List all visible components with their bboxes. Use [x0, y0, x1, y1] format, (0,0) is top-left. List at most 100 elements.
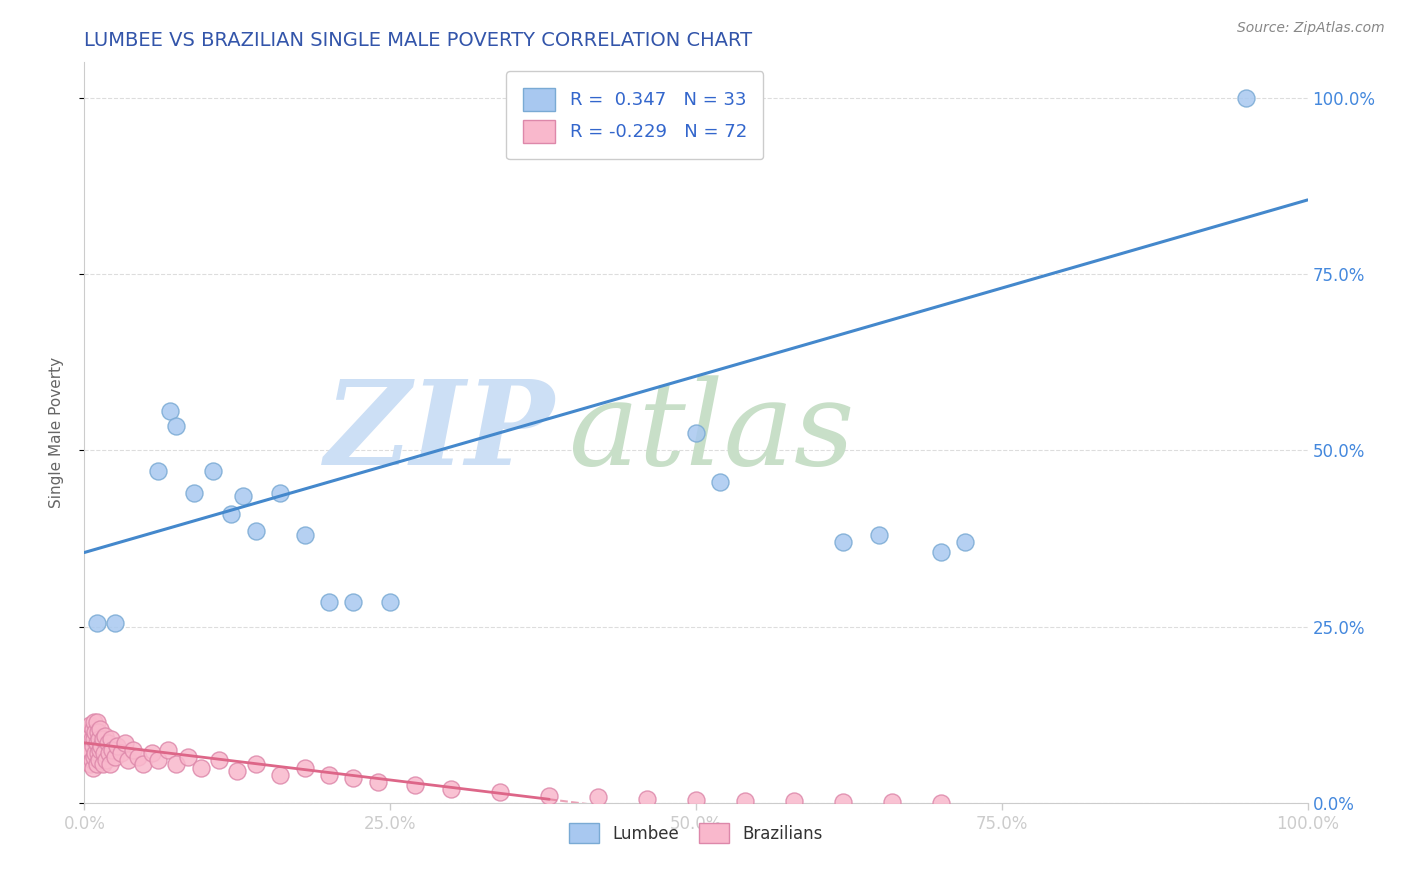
Point: [79, 743, 101, 757]
Point: [77, 725, 100, 739]
Legend: Lumbee, Brazilians: Lumbee, Brazilians: [562, 816, 830, 850]
Point: [104, 750, 127, 764]
Point: [77, 747, 100, 761]
Point: [90, 739, 112, 754]
Point: [83, 750, 105, 764]
Point: [831, 535, 853, 549]
Point: [93, 747, 115, 761]
Point: [91, 757, 114, 772]
Point: [132, 757, 155, 772]
Point: [245, 757, 267, 772]
Point: [101, 743, 124, 757]
Point: [636, 791, 658, 805]
Point: [80, 732, 103, 747]
Point: [177, 750, 200, 764]
Point: [294, 760, 316, 774]
Point: [83, 714, 105, 729]
Point: [84, 725, 107, 739]
Point: [146, 464, 169, 478]
Point: [87, 732, 110, 747]
Point: [82, 739, 104, 754]
Point: [117, 754, 139, 768]
Point: [105, 739, 128, 754]
Point: [127, 750, 149, 764]
Point: [141, 747, 163, 761]
Point: [122, 743, 145, 757]
Point: [77, 750, 100, 764]
Point: [342, 771, 364, 785]
Point: [79, 718, 101, 732]
Text: atlas: atlas: [568, 376, 853, 490]
Point: [98, 757, 121, 772]
Point: [86, 714, 108, 729]
Point: [91, 732, 114, 747]
Point: [440, 781, 463, 796]
Point: [294, 528, 316, 542]
Point: [96, 754, 118, 768]
Point: [104, 615, 127, 630]
Y-axis label: Single Male Poverty: Single Male Poverty: [49, 357, 63, 508]
Point: [783, 794, 806, 808]
Point: [380, 595, 402, 609]
Point: [114, 736, 136, 750]
Point: [245, 524, 267, 539]
Point: [190, 760, 212, 774]
Point: [82, 722, 104, 736]
Point: [82, 760, 104, 774]
Point: [159, 404, 181, 418]
Point: [831, 795, 853, 809]
Point: [84, 747, 107, 761]
Point: [208, 754, 231, 768]
Point: [97, 747, 120, 761]
Point: [89, 722, 111, 736]
Point: [586, 790, 609, 805]
Point: [367, 774, 389, 789]
Point: [86, 736, 108, 750]
Point: [83, 732, 105, 747]
Point: [89, 743, 111, 757]
Point: [183, 485, 205, 500]
Point: [76, 736, 98, 750]
Point: [318, 767, 340, 781]
Point: [110, 747, 132, 761]
Point: [929, 796, 952, 810]
Point: [538, 789, 561, 803]
Point: [97, 736, 120, 750]
Text: ZIP: ZIP: [325, 376, 555, 490]
Point: [404, 778, 426, 792]
Text: Source: ZipAtlas.com: Source: ZipAtlas.com: [1237, 21, 1385, 35]
Point: [79, 757, 101, 772]
Point: [165, 757, 187, 772]
Point: [269, 767, 291, 781]
Point: [685, 425, 707, 440]
Point: [94, 729, 117, 743]
Point: [869, 528, 891, 542]
Point: [86, 757, 108, 772]
Point: [880, 795, 903, 809]
Point: [929, 545, 952, 559]
Point: [269, 485, 291, 500]
Point: [318, 595, 340, 609]
Point: [219, 507, 242, 521]
Point: [685, 793, 707, 807]
Point: [146, 754, 169, 768]
Point: [232, 489, 254, 503]
Point: [342, 595, 364, 609]
Point: [100, 732, 122, 747]
Point: [165, 418, 187, 433]
Point: [77, 729, 100, 743]
Point: [87, 725, 110, 739]
Point: [953, 535, 976, 549]
Point: [709, 475, 731, 489]
Text: LUMBEE VS BRAZILIAN SINGLE MALE POVERTY CORRELATION CHART: LUMBEE VS BRAZILIAN SINGLE MALE POVERTY …: [84, 30, 752, 50]
Point: [226, 764, 249, 778]
Point: [80, 754, 103, 768]
Point: [1236, 91, 1258, 105]
Point: [87, 754, 110, 768]
Point: [87, 747, 110, 761]
Point: [86, 615, 108, 630]
Point: [489, 785, 512, 799]
Point: [156, 743, 179, 757]
Point: [734, 794, 756, 808]
Point: [201, 464, 224, 478]
